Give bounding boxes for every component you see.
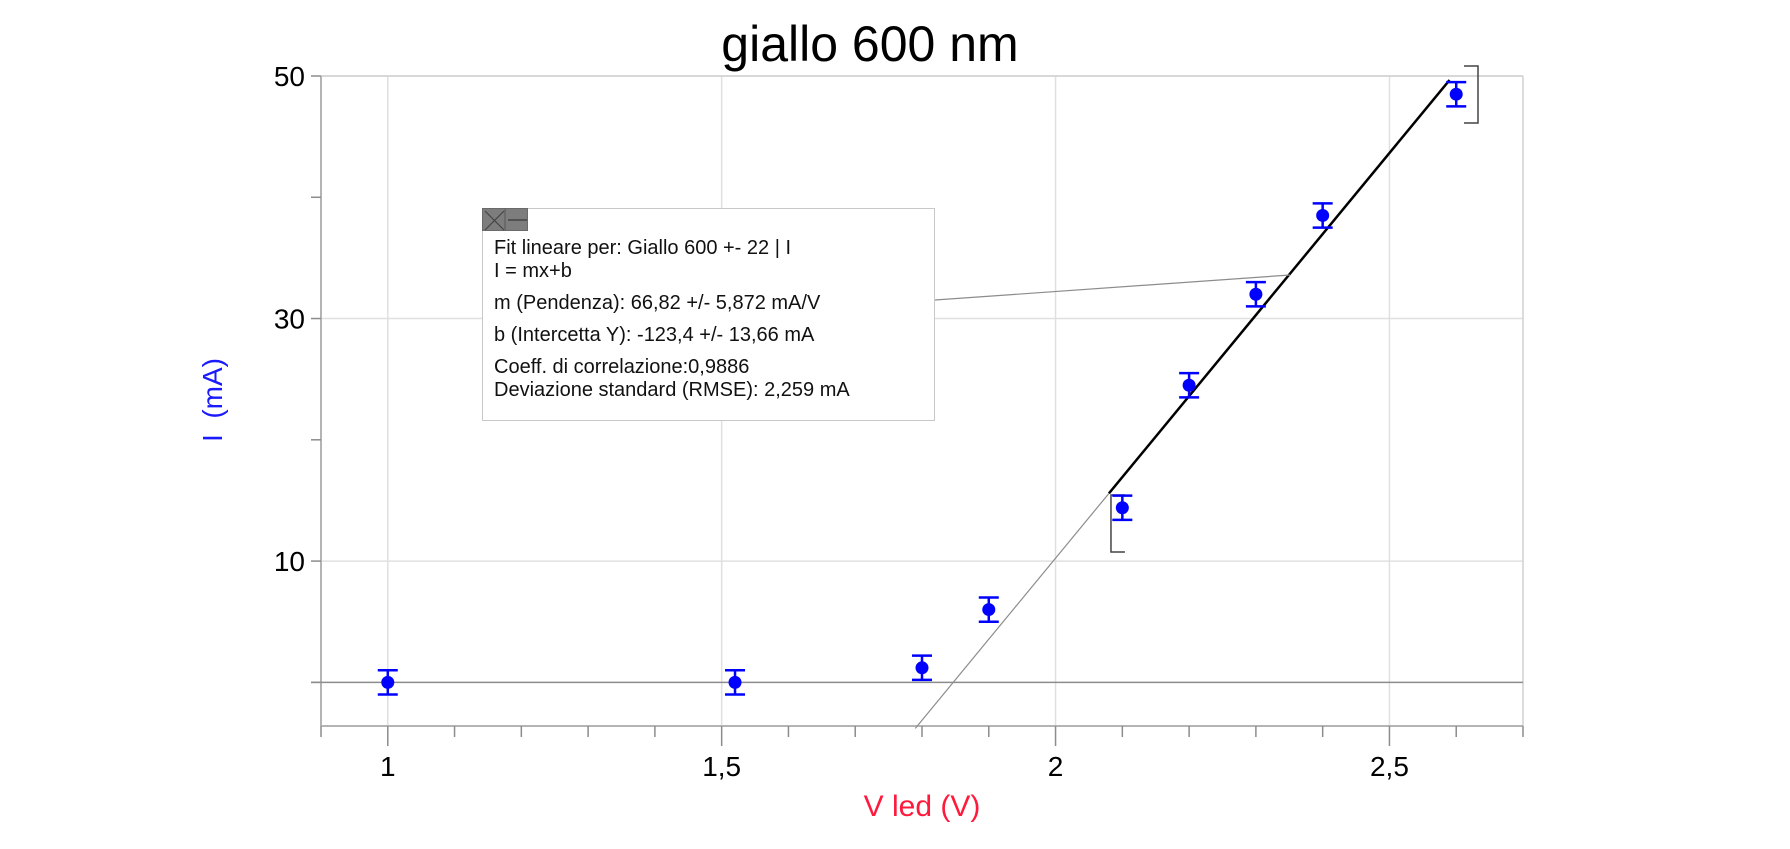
fit-range-end-bracket — [1464, 65, 1479, 124]
chart-title: giallo 600 nm — [721, 16, 1019, 72]
minimize-icon — [508, 219, 527, 221]
point-marker — [1249, 287, 1263, 301]
y-tick-label: 30 — [274, 304, 305, 335]
fit-extension-line — [914, 492, 1110, 729]
point-marker — [1182, 378, 1196, 392]
fit-intercept: b (Intercetta Y): -123,4 +/- 13,66 mA — [494, 324, 815, 346]
data-point — [725, 668, 746, 696]
point-marker — [1115, 501, 1129, 515]
data-point — [1179, 371, 1200, 399]
fit-correlation: Coeff. di correlazione:0,9886 — [494, 356, 750, 378]
x-tick-label: 2 — [1048, 751, 1064, 782]
point-marker — [728, 675, 742, 689]
x-tick-label: 1 — [380, 751, 396, 782]
minimize-annotation-button[interactable] — [505, 208, 528, 231]
data-points — [377, 80, 1467, 696]
point-marker — [381, 675, 395, 689]
point-marker — [982, 603, 996, 617]
fit-annotation-box[interactable]: Fit lineare per: Giallo 600 +- 22 | I I … — [482, 208, 935, 421]
close-icon — [484, 210, 505, 231]
y-tick-label: 10 — [274, 546, 305, 577]
data-point — [978, 596, 999, 623]
fit-title: Fit lineare per: Giallo 600 +- 22 | I — [494, 237, 792, 259]
fit-equation: I = mx+b — [494, 260, 572, 282]
annotation-leader-line — [934, 274, 1291, 301]
y-tick-label: 50 — [274, 61, 305, 92]
y-axis-label: I (mA) — [197, 358, 228, 442]
data-point — [1312, 202, 1333, 229]
data-point — [912, 654, 932, 682]
fit-slope: m (Pendenza): 66,82 +/- 5,872 mA/V — [494, 292, 821, 314]
x-tick-label: 2,5 — [1370, 751, 1409, 782]
fit-main-line — [1108, 79, 1451, 495]
point-marker — [1316, 208, 1330, 222]
fit-results: Fit lineare per: Giallo 600 +- 22 | I I … — [494, 237, 850, 402]
data-point — [1245, 280, 1266, 308]
x-tick-label: 1,5 — [702, 751, 741, 782]
x-axis-label: V led (V) — [863, 790, 981, 823]
point-marker — [1449, 87, 1463, 101]
close-annotation-button[interactable] — [482, 208, 505, 231]
fit-rmse: Deviazione standard (RMSE): 2,259 mA — [494, 379, 850, 401]
data-point — [1446, 80, 1467, 108]
axis-ticks: 1 1,5 2 2,5 50 30 10 — [274, 61, 1524, 782]
data-point — [1112, 494, 1133, 522]
point-marker — [915, 661, 929, 675]
data-point — [377, 668, 398, 696]
